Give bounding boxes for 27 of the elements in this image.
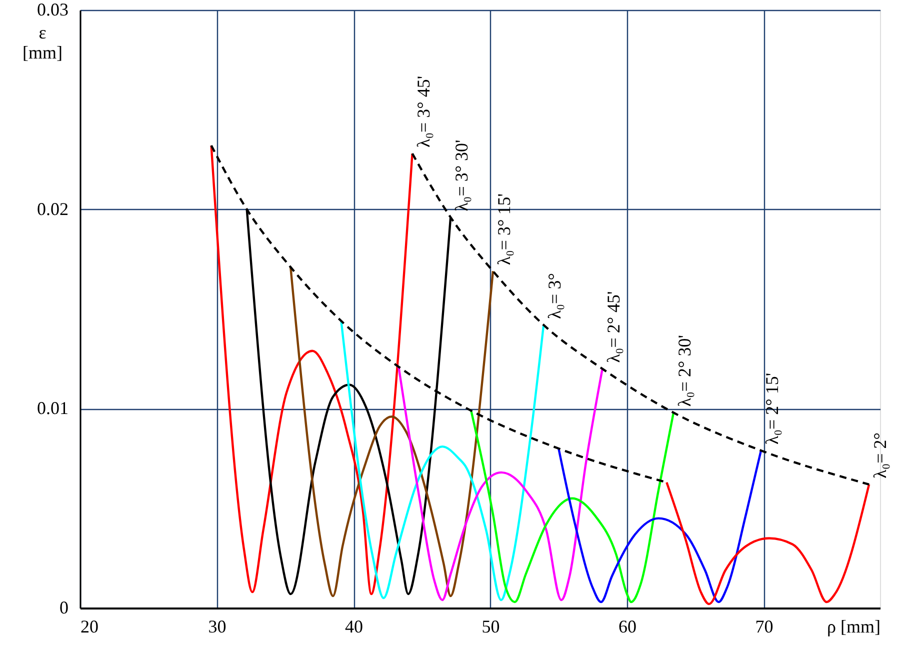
text: λ₀= 2° 30' (674, 335, 695, 407)
y-axis-title: ε [mm] (22, 22, 62, 62)
line-series (340, 320, 545, 602)
text: λ₀= 3° 15' (494, 194, 514, 266)
line-series (558, 447, 762, 604)
y-tick-label: 0.02 (37, 198, 68, 219)
text: λ₀= 2° (870, 432, 890, 478)
line-series (470, 410, 675, 604)
line-series (666, 481, 870, 606)
y-tick-label: 0 (60, 598, 68, 618)
x-tick-label: 40 (345, 616, 364, 636)
text: λ₀= 3° 30' (452, 140, 472, 212)
line-series (398, 366, 604, 602)
line-series (290, 266, 494, 598)
y-tick-label: 0.03 (37, 0, 68, 20)
text: λ₀= 3° (544, 273, 565, 319)
x-tick-label: 20 (80, 616, 98, 636)
text: λ₀= 2° 15' (762, 372, 782, 445)
x-tick-label: 30 (208, 616, 226, 636)
x-tick-label: 70 (755, 616, 774, 636)
text: λ₀= 2° 45' (603, 291, 624, 363)
x-axis-title: ρ [mm] (827, 616, 880, 636)
x-tick-label: 60 (618, 616, 637, 636)
x-tick-label: 50 (482, 616, 500, 636)
line-series (210, 144, 414, 596)
y-tick-label: 0.01 (37, 398, 68, 418)
text: λ₀= 3° 45' (413, 76, 434, 148)
